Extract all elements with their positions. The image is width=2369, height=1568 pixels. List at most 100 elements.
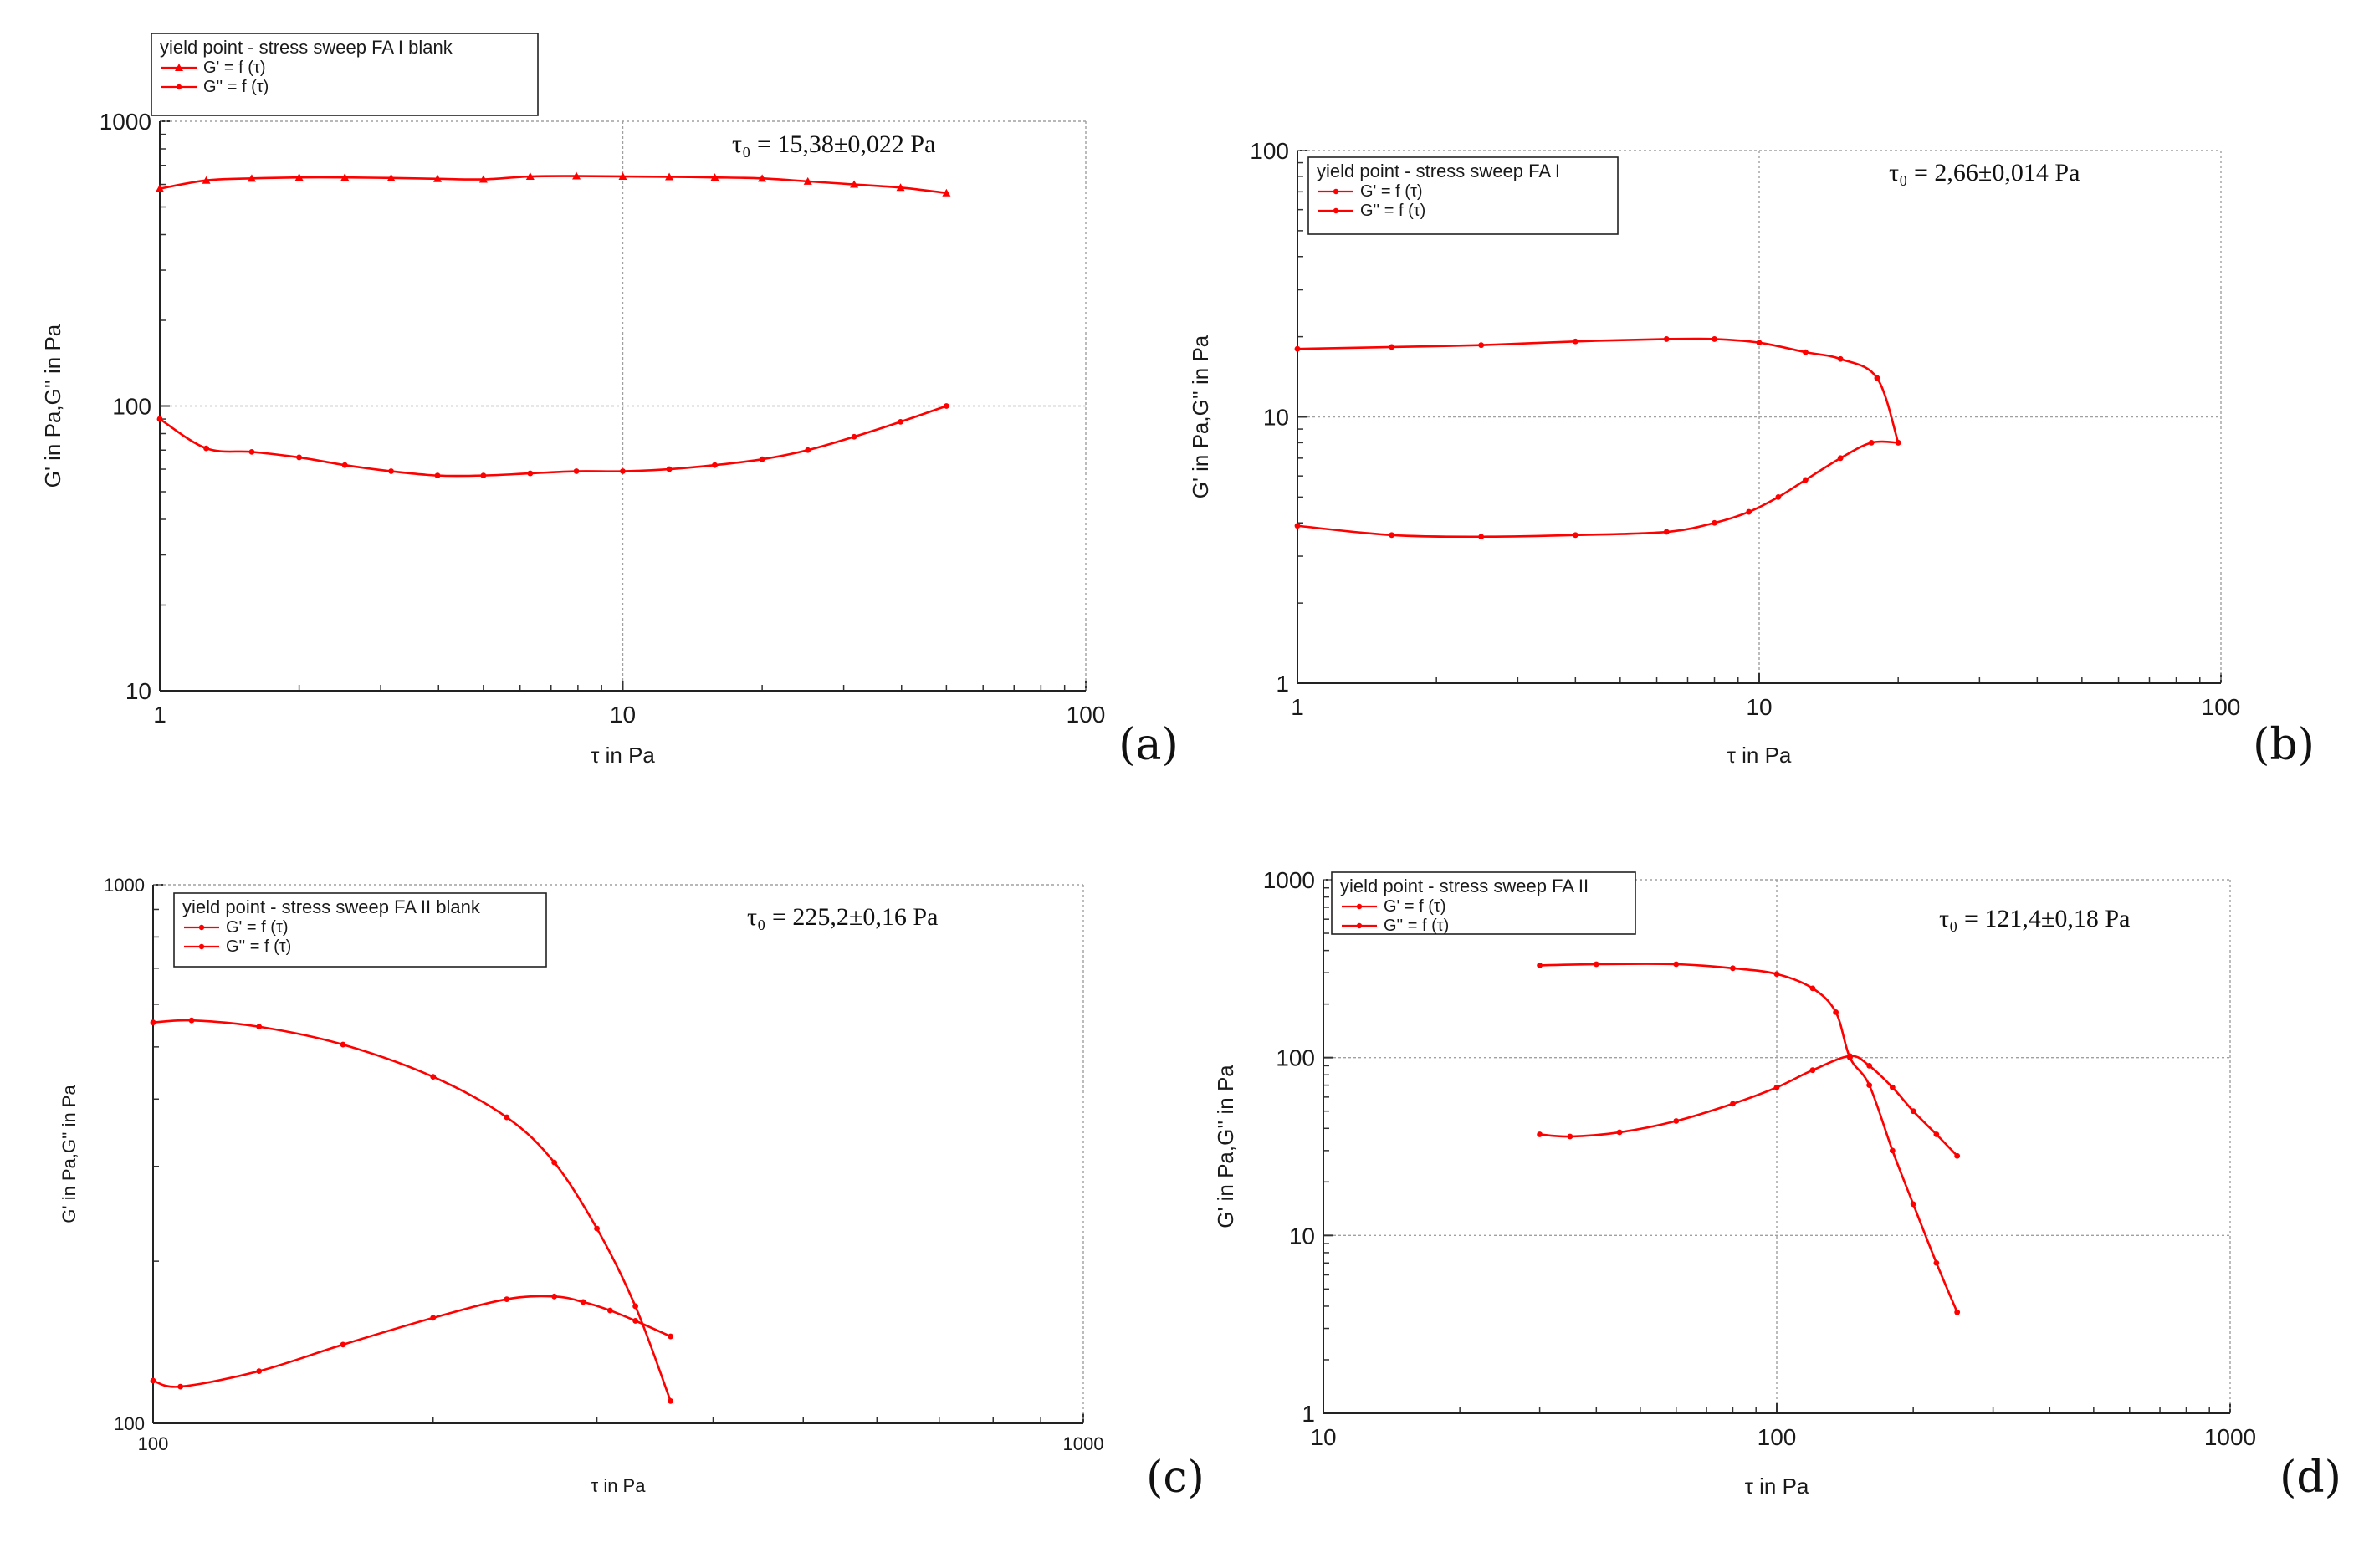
- y-tick-label: 10: [1289, 1223, 1315, 1249]
- data-point-triangle: [758, 174, 767, 182]
- panel-label: (c): [1146, 1453, 1205, 1503]
- y-axis-label: G' in Pa,G'' in Pa: [59, 1085, 79, 1223]
- data-point: [1837, 455, 1844, 462]
- data-point-triangle: [478, 175, 488, 183]
- data-point: [1478, 342, 1485, 349]
- data-point: [943, 403, 949, 409]
- data-point-triangle: [294, 173, 304, 181]
- data-point: [1773, 1084, 1780, 1090]
- data-point: [851, 433, 857, 440]
- data-point: [632, 1303, 638, 1310]
- legend-marker: [176, 84, 182, 90]
- x-tick-label: 100: [1067, 702, 1106, 728]
- data-point: [1712, 519, 1717, 526]
- data-point: [1730, 1101, 1736, 1107]
- data-point: [430, 1315, 437, 1321]
- data-point: [606, 1307, 613, 1314]
- data-point: [1933, 1131, 1940, 1137]
- data-point: [1593, 961, 1599, 968]
- data-point-triangle: [710, 173, 719, 181]
- data-point: [1572, 338, 1578, 345]
- data-point: [551, 1293, 558, 1300]
- legend-marker: [1356, 903, 1363, 910]
- x-tick-label: 1: [1291, 694, 1304, 720]
- data-point: [1572, 532, 1578, 539]
- series-line-g-double-prime: [1297, 440, 1899, 539]
- data-point: [1954, 1152, 1961, 1159]
- data-point: [150, 1019, 156, 1026]
- y-tick-label: 100: [112, 394, 151, 420]
- data-point: [1833, 1009, 1839, 1015]
- legend: yield point - stress sweep FA I blankG' …: [151, 33, 539, 116]
- legend-marker: [1333, 207, 1339, 214]
- legend-marker: [1356, 922, 1363, 929]
- x-tick-label: 1000: [2204, 1424, 2256, 1450]
- legend-title: yield point - stress sweep FA I: [1317, 161, 1560, 181]
- data-point: [1874, 375, 1880, 381]
- data-point-triangle: [942, 188, 951, 197]
- y-axis-label: G' in Pa,G'' in Pa: [1188, 335, 1213, 498]
- data-point: [805, 447, 811, 453]
- panel-label: (a): [1118, 720, 1179, 770]
- legend-marker: [198, 924, 205, 931]
- legend-title: yield point - stress sweep FA I blank: [160, 37, 453, 58]
- data-point: [580, 1299, 586, 1305]
- x-tick-label: 1000: [1063, 1433, 1104, 1454]
- data-point: [1775, 493, 1782, 500]
- legend-entry: G'' = f (τ): [203, 78, 269, 96]
- data-point-triangle: [850, 180, 859, 188]
- data-point: [632, 1318, 638, 1324]
- data-point-triangle: [665, 172, 674, 181]
- data-point: [1933, 1259, 1940, 1266]
- series-line-g-prime: [1297, 337, 1900, 443]
- x-tick-label: 100: [138, 1433, 169, 1454]
- y-tick-label: 10: [125, 678, 151, 704]
- data-point: [527, 470, 534, 477]
- legend: yield point - stress sweep FA II blankG'…: [173, 892, 547, 968]
- panel-label: (b): [2253, 720, 2315, 770]
- x-axis-label: τ in Pa: [591, 1475, 647, 1496]
- y-tick-label: 100: [114, 1413, 145, 1434]
- data-point: [1389, 344, 1395, 350]
- data-point: [203, 445, 209, 452]
- legend-entry: G' = f (τ): [1360, 182, 1423, 201]
- legend: yield point - stress sweep FA IIG' = f (…: [1331, 871, 1636, 935]
- data-point: [666, 466, 673, 472]
- panel-label: (d): [2279, 1453, 2341, 1503]
- data-point-triangle: [618, 171, 627, 180]
- yield-stress-annotation: τ₀ = 2,66±0,014 Pa: [1889, 159, 2080, 186]
- data-point: [1616, 1129, 1623, 1136]
- legend-box: [173, 892, 547, 968]
- legend-entry: G'' = f (τ): [1360, 202, 1425, 220]
- y-tick-label: 1000: [100, 109, 151, 135]
- data-point: [1537, 962, 1543, 968]
- legend-entry: G'' = f (τ): [226, 937, 291, 956]
- yield-stress-annotation: τ₀ = 121,4±0,18 Pa: [1939, 905, 2130, 932]
- data-point: [551, 1159, 558, 1166]
- x-axis-label: τ in Pa: [1745, 1474, 1809, 1499]
- legend-entry: G' = f (τ): [203, 59, 266, 77]
- data-point: [1889, 1147, 1896, 1154]
- data-point: [296, 454, 303, 461]
- data-point: [388, 468, 394, 474]
- data-point: [1803, 477, 1809, 483]
- x-axis-label: τ in Pa: [1727, 743, 1792, 768]
- yield-stress-annotation: τ₀ = 15,38±0,022 Pa: [732, 130, 935, 158]
- data-point-triangle: [433, 174, 443, 182]
- x-tick-label: 1: [153, 702, 166, 728]
- data-point: [1837, 355, 1844, 362]
- data-point: [1673, 961, 1680, 968]
- data-point-triangle: [202, 176, 211, 184]
- x-tick-label: 10: [1310, 1424, 1336, 1450]
- data-point: [1712, 336, 1717, 342]
- data-point: [504, 1114, 510, 1121]
- data-point: [668, 1333, 674, 1340]
- legend-box: [1307, 156, 1619, 235]
- data-point: [434, 472, 441, 479]
- chart-panel-2: 100 1000 100 1000 τ in Pa G' in Pa,G'' in Pa y…: [59, 875, 1205, 1503]
- y-axis-label: G' in Pa,G'' in Pa: [1213, 1065, 1238, 1228]
- data-point: [1537, 1131, 1543, 1137]
- y-tick-label: 100: [1276, 1045, 1315, 1071]
